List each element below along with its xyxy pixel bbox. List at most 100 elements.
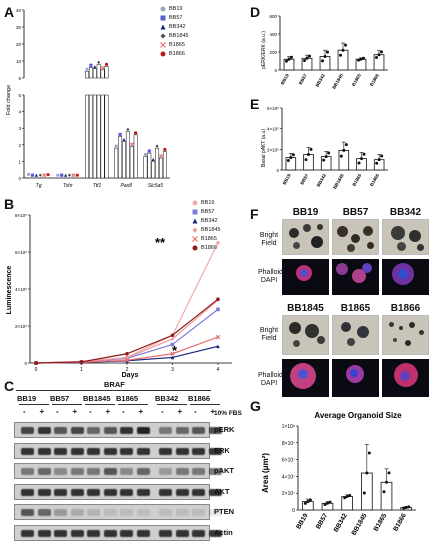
panel-a-legend-marker-shape-2	[160, 24, 166, 30]
panel-a-bar-lower-2-4	[100, 94, 105, 179]
panel-g-xtick-2: BB342	[333, 512, 349, 533]
blot-band	[192, 509, 205, 516]
panel-e-ytick-label-3: 0	[276, 168, 279, 173]
blot-row-pten	[14, 504, 222, 520]
panel-a-bar-4-0	[143, 156, 148, 179]
panel-a-bar-4-1	[147, 152, 152, 179]
blot-band	[208, 509, 222, 516]
blot-label-akt: AKT	[214, 486, 230, 496]
panel-d-ylabel: pERK/ERK (a.u.)	[261, 31, 267, 69]
panel-b-legend-marker-1	[192, 209, 198, 215]
panel-d-ytick-label-3: 0	[274, 68, 277, 73]
blot-label-actin: Actin	[214, 527, 233, 537]
organoid	[289, 322, 301, 334]
panel-a-ytick-label-top-0: 40	[16, 8, 22, 13]
blot-band	[175, 447, 189, 455]
organoid	[417, 244, 424, 251]
panel-a-point-1-1	[60, 173, 64, 177]
panel-a-bar-lower-2-1	[88, 94, 93, 179]
panel-e-xtick-2: BB342	[316, 173, 328, 188]
panel-a-point-4-4-b	[158, 154, 164, 159]
panel-g-ytick-label-5: 0	[292, 508, 295, 514]
blot-row-erk	[14, 442, 222, 459]
panel-b-point-4-3-b	[170, 351, 175, 356]
panel-b-point-4-2	[124, 358, 130, 363]
panel-a-point-3-0	[114, 144, 118, 148]
fbs-sign-10: -	[194, 407, 197, 416]
panel-b-ytick-label-0: 8×10⁵	[15, 213, 27, 218]
panel-a-point-4-0	[143, 152, 148, 157]
panel-d-dot-4-1	[359, 57, 363, 61]
panel-g-xtick-1: BB57	[315, 512, 330, 530]
panel-g-ytick-label-3: 4×10⁷	[282, 474, 295, 480]
panel-letter-a: A	[4, 4, 15, 20]
organoid	[293, 340, 300, 347]
blot-band	[70, 447, 84, 455]
panel-a-bar-3-1	[118, 136, 123, 179]
panel-a-point-2-0	[85, 67, 89, 71]
panel-a-ytick-label-bottom-4: 1	[18, 159, 21, 164]
sample-underline-0	[19, 404, 49, 405]
organoid	[398, 269, 408, 279]
panel-d-xtick-0: BB19	[280, 73, 290, 86]
panel-g-bar-4	[380, 481, 393, 511]
panel-d-dot-2-0	[321, 59, 324, 63]
blot-band	[120, 509, 133, 516]
panel-g-dot-2-0	[343, 496, 347, 500]
blot-band	[103, 468, 117, 475]
panel-a-bar-lower-2-2	[92, 94, 97, 179]
blot-band	[21, 427, 34, 434]
panel-a-point-2-4-b	[100, 65, 105, 70]
panel-b-point-5-4	[216, 297, 220, 301]
blot-band	[159, 488, 172, 496]
panel-g-xtick-3: BB1845	[351, 512, 369, 536]
panel-a-legend-label-4: B1865	[169, 42, 185, 48]
panel-g-ytick-label-2: 6×10⁷	[282, 458, 295, 464]
braf-line	[16, 390, 211, 391]
panel-a-legend-marker-3	[160, 33, 166, 39]
panel-b-point-2-4	[216, 344, 220, 349]
panel-a-legend-marker-shape-5	[160, 51, 166, 57]
blot-band	[21, 529, 34, 537]
panel-d-ytick-label-0: 600	[269, 14, 277, 19]
panel-d-bar-2	[319, 56, 331, 71]
panel-letter-c: C	[4, 378, 15, 394]
blot-label-pakt: pAKT	[214, 466, 234, 475]
panel-e-ytick-label-1: 4×10⁵	[267, 127, 279, 132]
blot-band	[37, 509, 51, 516]
panel-b-legend-marker-shape-2	[192, 218, 198, 224]
panel-d-dot-1-0	[303, 59, 306, 63]
blot-band	[175, 488, 189, 496]
panel-d-xtick-4: B1865	[351, 73, 362, 87]
panel-a-legend-marker-1	[160, 15, 166, 21]
blot-band	[136, 529, 150, 537]
panel-b-legend-marker-0	[192, 200, 198, 206]
sample-underline-1	[52, 404, 82, 405]
panel-a-legend-item-2: BB342	[160, 24, 186, 30]
panel-a-point-2-1	[89, 63, 93, 67]
organoid	[341, 322, 351, 332]
fluorescence-image-top-1	[332, 259, 379, 295]
panel-b-xlabel: Days	[122, 372, 139, 379]
organoid	[293, 242, 300, 249]
panel-a-xtick-2: Ttf1	[93, 183, 102, 189]
fbs-sign-2: -	[56, 407, 59, 416]
panel-g-dot-5-1	[404, 505, 408, 509]
panel-b-legend-marker-2	[192, 218, 198, 224]
blot-band	[70, 427, 84, 434]
blot-band	[175, 468, 189, 475]
panel-e-dot-1-2	[309, 147, 313, 151]
panel-b-legend-item-3: BB1845	[192, 227, 221, 233]
sample-label-0: BB19	[17, 394, 37, 403]
panel-a-bar-4-5	[162, 151, 167, 179]
organoid	[352, 269, 366, 283]
sample-label-2: BB1845	[83, 394, 111, 403]
organoid	[397, 242, 406, 251]
panel-b-xtick-label-2: 2	[126, 367, 129, 373]
panel-e-dot-1-1	[307, 153, 310, 156]
organoid	[367, 242, 374, 249]
panel-a-legend-item-1: BB57	[160, 15, 182, 21]
fbs-sign-6: -	[122, 407, 125, 416]
panel-g-ytick-label-1: 8×10⁷	[282, 441, 295, 447]
